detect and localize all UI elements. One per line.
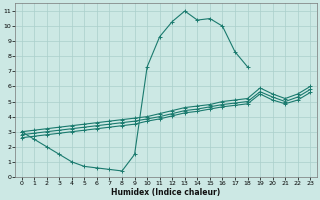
X-axis label: Humidex (Indice chaleur): Humidex (Indice chaleur)	[111, 188, 220, 197]
